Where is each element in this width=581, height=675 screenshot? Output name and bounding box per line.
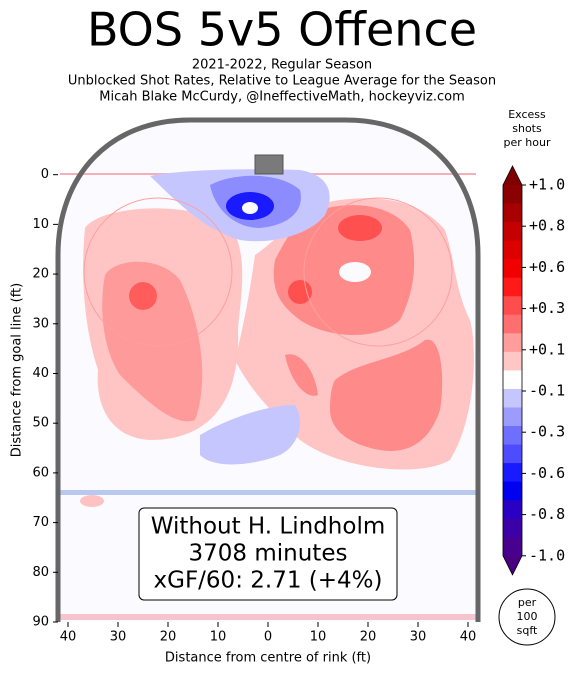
x-tick-label: 40 xyxy=(60,630,77,645)
colorbar-bin xyxy=(503,463,522,483)
colorbar-tick-label: +0.6 xyxy=(529,258,565,276)
colorbar-title: Excess xyxy=(508,108,546,121)
contour xyxy=(242,202,258,214)
annotation-line: Without H. Lindholm xyxy=(151,514,386,540)
annotation-line: 3708 minutes xyxy=(189,541,348,567)
colorbar-tick-label: +0.3 xyxy=(529,299,565,317)
y-tick-label: 80 xyxy=(32,565,49,580)
x-tick-label: 20 xyxy=(160,630,177,645)
y-tick-label: 50 xyxy=(32,416,49,431)
colorbar-extend xyxy=(503,166,522,185)
x-tick-label: 20 xyxy=(360,630,377,645)
colorbar-tick-label: -0.6 xyxy=(529,464,565,482)
colorbar-tick-label: -0.3 xyxy=(529,423,565,441)
y-tick-label: 0 xyxy=(41,167,49,182)
colorbar-tick-label: +0.8 xyxy=(529,217,565,235)
contour xyxy=(330,339,443,451)
y-tick-label: 70 xyxy=(32,515,49,530)
y-tick-label: 30 xyxy=(32,316,49,331)
colorbar-bin xyxy=(503,203,522,223)
net xyxy=(254,154,284,175)
centre-line xyxy=(60,614,476,620)
x-tick-label: 40 xyxy=(460,630,477,645)
colorbar-bin xyxy=(503,426,522,446)
contour xyxy=(80,495,104,507)
contour xyxy=(338,215,382,241)
annotation: Without H. Lindholm 3708 minutes xGF/60:… xyxy=(138,507,398,601)
colorbar-bin xyxy=(503,296,522,316)
colorbar-bin xyxy=(503,407,522,427)
x-tick-label: 10 xyxy=(310,630,327,645)
plot-area xyxy=(55,117,481,622)
colorbar-bin xyxy=(503,314,522,334)
y-tick-label: 60 xyxy=(32,465,49,480)
colorbar-tick-label: +0.1 xyxy=(529,340,565,358)
y-tick-label: 40 xyxy=(32,366,49,381)
rink-boards xyxy=(55,117,481,622)
colorbar-bin xyxy=(503,537,522,557)
subtitle: Micah Blake McCurdy, @IneffectiveMath, h… xyxy=(99,90,465,105)
colorbar-bin xyxy=(503,481,522,501)
colorbar-tick-label: -1.0 xyxy=(529,546,565,564)
colorbar-bin xyxy=(503,277,522,297)
unit-badge: per 100 sqft xyxy=(498,588,556,646)
annotation-box xyxy=(138,507,398,601)
unit-circle xyxy=(498,588,556,646)
colorbar-bin xyxy=(503,370,522,390)
x-tick-label: 10 xyxy=(210,630,227,645)
contour xyxy=(129,282,157,310)
colorbar-tick-label: +1.0 xyxy=(529,176,565,194)
colorbar-bin xyxy=(503,500,522,520)
colorbar-bin xyxy=(503,259,522,279)
faceoff-circle xyxy=(303,197,453,347)
annotation-line: xGF/60: 2.71 (+4%) xyxy=(154,568,383,594)
y-axis-label: Distance from goal line (ft) xyxy=(10,283,25,457)
x-tick-label: 30 xyxy=(110,630,127,645)
colorbar-bin xyxy=(503,351,522,371)
contour xyxy=(288,280,312,304)
colorbar-title: shots xyxy=(512,122,542,135)
y-tick-label: 20 xyxy=(32,267,49,282)
chart-title: BOS 5v5 Offence xyxy=(87,3,477,57)
colorbar-bin xyxy=(503,240,522,260)
y-tick-label: 10 xyxy=(32,217,49,232)
subtitle: 2021-2022, Regular Season xyxy=(192,58,372,73)
unit-line: per xyxy=(518,596,537,609)
colorbar-tick-label: -0.1 xyxy=(529,382,565,400)
unit-line: sqft xyxy=(517,624,538,637)
y-tick-label: 90 xyxy=(32,615,49,630)
colorbar-title: per hour xyxy=(504,136,551,149)
x-tick-label: 30 xyxy=(410,630,427,645)
unit-line: 100 xyxy=(517,610,538,623)
subtitle: Unblocked Shot Rates, Relative to League… xyxy=(68,74,496,89)
blue-line xyxy=(60,490,476,495)
contour xyxy=(339,262,371,282)
colorbar-extend xyxy=(503,555,522,575)
contour xyxy=(285,354,318,396)
colorbar-bin xyxy=(503,222,522,242)
colorbar-tick-label: -0.8 xyxy=(529,505,565,523)
contour xyxy=(200,405,300,465)
x-axis-label: Distance from centre of rink (ft) xyxy=(165,651,371,666)
colorbar-bin xyxy=(503,518,522,538)
colorbar-bin xyxy=(503,444,522,464)
contour xyxy=(102,261,203,422)
colorbar-bin xyxy=(503,185,522,205)
x-tick-label: 0 xyxy=(264,630,272,645)
faceoff-circle xyxy=(83,197,233,347)
colorbar-bin xyxy=(503,388,522,408)
colorbar-bin xyxy=(503,333,522,353)
